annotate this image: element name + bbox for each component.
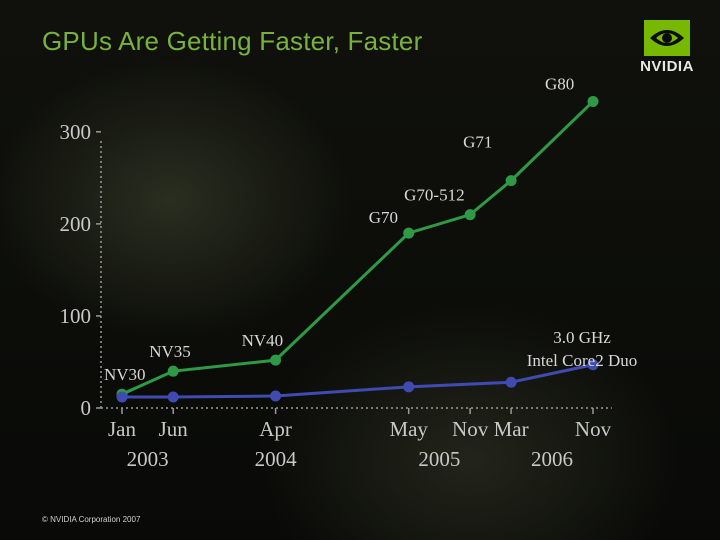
gpu-point-label: NV40 [242,331,284,350]
cpu-data-point [587,359,599,371]
slide-title: GPUs Are Getting Faster, Faster [42,26,423,56]
gpu-data-point [464,209,476,221]
chart-series [116,95,599,403]
x-tick-label: Jan [108,417,136,441]
y-tick-label: 300 [60,120,92,144]
y-tick-label: 200 [60,212,92,236]
x-tick-label: May [389,417,428,441]
gpu-point-label: G70 [369,208,398,227]
x-year-label: 2006 [531,447,573,471]
cpu-data-point [116,391,128,403]
x-tick-label: Nov [452,417,489,441]
gpu-data-point [587,95,599,107]
cpu-annotation-label: 3.0 GHz [553,328,611,347]
gpu-data-point [403,227,415,239]
y-tick-label: 0 [81,396,92,420]
x-year-label: 2003 [127,447,169,471]
gpu-point-label: G70-512 [404,186,464,205]
gpu-point-label: G71 [463,133,492,152]
cpu-data-point [167,391,179,403]
gpu-data-point [270,354,282,366]
nvidia-logo: NVIDIA [628,18,706,78]
cpu-data-point [505,376,517,388]
gpu-series-line [121,100,595,396]
cpu-data-point [270,390,282,402]
x-tick-label: Jun [159,417,189,441]
nvidia-eye-icon [644,20,690,56]
cpu-data-point [403,381,415,393]
y-tick-label: 100 [60,304,92,328]
cpu-annotation-label: Intel Core2 Duo [527,351,637,370]
cpu-series-line [122,363,594,399]
x-year-label: 2004 [255,447,298,471]
gpu-point-label: NV30 [104,365,146,384]
gpu-point-label: NV35 [149,342,191,361]
x-tick-label: Apr [259,417,292,441]
gpu-data-point [505,175,517,187]
x-year-label: 2005 [418,447,460,471]
x-tick-label: Mar [494,417,529,441]
nvidia-logo-text: NVIDIA [640,58,694,75]
gpu-data-point [167,365,179,377]
copyright-footer: © NVIDIA Corporation 2007 [42,515,141,524]
gpu-point-label: G80 [545,74,574,93]
x-tick-label: Nov [575,417,612,441]
